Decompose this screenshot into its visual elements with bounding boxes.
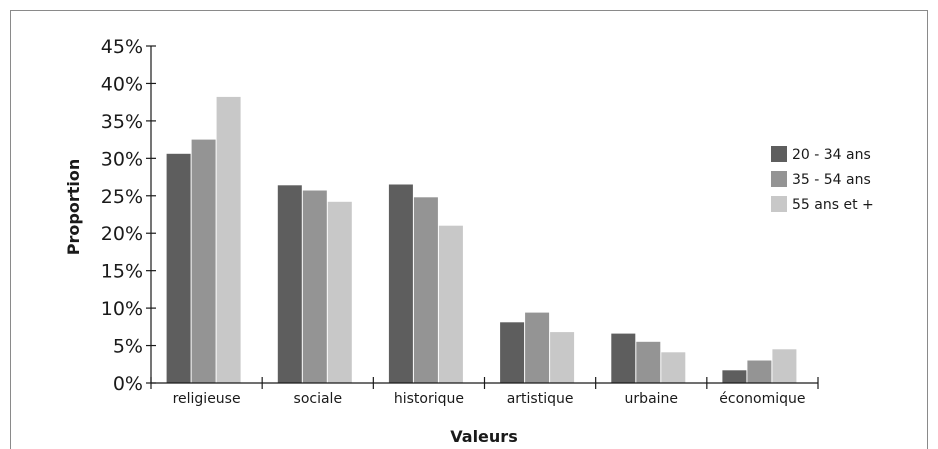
bar-2-5 [636, 341, 661, 383]
y-tick-label: 35% [101, 111, 143, 133]
legend-swatch-1 [771, 146, 787, 162]
bar-2-4 [525, 312, 550, 383]
y-tick-label: 40% [101, 73, 143, 95]
bar-1-5 [611, 333, 636, 383]
x-category-label: économique [719, 391, 805, 407]
x-category-label: historique [394, 391, 464, 407]
y-ticks-group: 0% 5% 10% 15% 20% 25% 30% 35% 40% 45% [101, 36, 156, 395]
bar-2-2 [302, 190, 327, 383]
x-category-label: artistique [507, 391, 574, 407]
x-category-label: sociale [294, 391, 343, 407]
y-axis-title: Proportion [64, 159, 83, 255]
y-tick-label: 10% [101, 298, 143, 320]
axes-group [150, 46, 819, 389]
x-labels-group: religieuse sociale historique artistique urb… [173, 391, 806, 407]
bar-3-6 [772, 349, 797, 383]
legend-label-3: 55 ans et + [792, 197, 874, 213]
bar-3-1 [216, 96, 241, 384]
y-tick-label: 25% [101, 186, 143, 208]
legend-label-1: 20 - 34 ans [792, 147, 871, 163]
x-category-label: religieuse [173, 391, 241, 407]
bar-3-3 [438, 225, 463, 383]
bars-group [166, 96, 797, 384]
frame-border-right [927, 10, 928, 449]
bar-1-1 [166, 153, 191, 383]
y-tick-label: 30% [101, 148, 143, 170]
y-tick-label: 45% [101, 36, 143, 58]
y-tick-label: 0% [113, 373, 143, 395]
legend-swatch-2 [771, 171, 787, 187]
y-tick-label: 20% [101, 223, 143, 245]
bar-1-2 [277, 185, 302, 383]
bar-3-5 [661, 352, 686, 383]
bar-1-6 [722, 370, 747, 383]
bar-2-6 [747, 360, 772, 383]
legend-label-2: 35 - 54 ans [792, 172, 871, 188]
bar-2-3 [413, 197, 438, 383]
bar-1-3 [388, 184, 413, 383]
bar-1-4 [500, 322, 525, 383]
x-category-label: urbaine [625, 391, 678, 407]
bar-3-4 [550, 332, 575, 383]
bar-3-2 [327, 201, 352, 383]
bar-2-1 [191, 139, 216, 383]
legend-swatch-3 [771, 196, 787, 212]
legend: 20 - 34 ans 35 - 54 ans 55 ans et + [771, 146, 874, 213]
y-tick-label: 15% [101, 261, 143, 283]
y-tick-label: 5% [113, 336, 143, 358]
frame-border-left [10, 10, 11, 449]
x-axis-title: Valeurs [450, 427, 517, 446]
frame-border-top [10, 10, 928, 11]
